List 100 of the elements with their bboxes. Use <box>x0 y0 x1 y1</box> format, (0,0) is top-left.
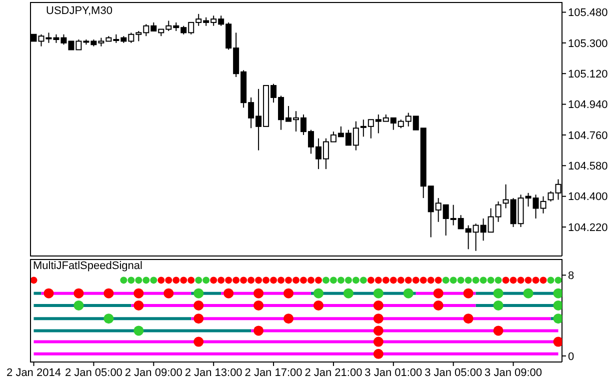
point <box>134 288 144 298</box>
point <box>553 300 562 310</box>
point <box>374 276 382 284</box>
point <box>494 276 502 284</box>
y-tick-label: 105.120 <box>568 68 608 80</box>
point <box>195 276 202 284</box>
point <box>373 336 384 347</box>
point <box>224 288 234 298</box>
point <box>120 276 128 284</box>
chart-title: MultiJFatlSpeedSignal <box>33 260 144 273</box>
point <box>210 276 218 284</box>
point <box>218 276 225 284</box>
point <box>480 276 487 284</box>
point <box>104 288 114 298</box>
point <box>352 276 360 284</box>
point <box>360 276 367 284</box>
point <box>254 288 264 298</box>
point <box>307 276 314 284</box>
point <box>202 276 210 284</box>
point <box>158 276 165 284</box>
point <box>284 314 294 324</box>
point <box>313 288 324 298</box>
point <box>284 288 294 298</box>
point <box>172 276 180 284</box>
chart-title: USDJPY,M30 <box>46 5 114 18</box>
point <box>404 276 412 284</box>
point <box>344 276 352 284</box>
point <box>104 314 114 324</box>
point <box>150 276 158 284</box>
y-tick-label: 0 <box>568 350 574 363</box>
point <box>433 300 444 310</box>
point <box>502 276 510 284</box>
point <box>194 300 204 310</box>
point <box>313 300 324 310</box>
point <box>135 276 142 284</box>
point <box>403 288 414 298</box>
point <box>248 276 255 284</box>
point <box>373 300 384 310</box>
point <box>510 276 517 284</box>
y-tick-label: 104.580 <box>568 160 608 173</box>
point <box>225 276 232 284</box>
point <box>427 276 434 284</box>
y-tick-label: 104.400 <box>568 191 608 204</box>
y-tick-label: 105.300 <box>568 38 608 50</box>
y-tick-label: 104.220 <box>568 222 608 234</box>
point <box>493 326 504 336</box>
point <box>194 314 204 324</box>
point <box>142 276 150 284</box>
point <box>553 336 562 347</box>
point <box>255 276 262 284</box>
point <box>390 276 397 284</box>
point <box>128 276 135 284</box>
point <box>463 314 474 324</box>
point <box>134 300 144 310</box>
point <box>373 348 384 359</box>
point <box>240 276 248 284</box>
point <box>524 276 532 284</box>
point <box>254 326 264 336</box>
point <box>553 288 562 298</box>
point <box>74 300 84 310</box>
x-tick-label: 3 Jan 09:00 <box>484 366 542 378</box>
point <box>188 276 195 284</box>
point <box>493 300 504 310</box>
x-tick-label: 2 Jan 05:00 <box>64 366 122 378</box>
point <box>457 276 464 284</box>
x-tick-label: 2 Jan 17:00 <box>244 366 302 378</box>
point <box>194 288 204 298</box>
point <box>164 288 174 298</box>
point <box>450 276 457 284</box>
point <box>330 276 337 284</box>
point <box>270 276 278 284</box>
point <box>373 314 384 324</box>
point <box>285 276 292 284</box>
point <box>442 276 450 284</box>
y-tick-label: 104.940 <box>568 99 608 112</box>
point <box>314 276 322 284</box>
point <box>553 314 562 324</box>
point <box>343 288 354 298</box>
point <box>337 276 344 284</box>
point <box>540 276 547 284</box>
point <box>373 326 384 336</box>
point <box>180 276 188 284</box>
x-tick-label: 2 Jan 13:00 <box>184 366 242 378</box>
x-tick-label: 3 Jan 01:00 <box>364 366 422 378</box>
point <box>382 276 390 284</box>
point <box>373 288 384 298</box>
point <box>554 276 562 284</box>
point <box>523 288 534 298</box>
point <box>262 276 270 284</box>
point <box>397 276 404 284</box>
point <box>433 288 444 298</box>
point <box>134 326 144 336</box>
point <box>367 276 374 284</box>
point <box>464 276 472 284</box>
point <box>493 288 504 298</box>
point <box>165 276 172 284</box>
point <box>292 276 300 284</box>
x-tick-label: 3 Jan 05:00 <box>424 366 482 378</box>
point <box>30 276 38 284</box>
point <box>420 276 427 284</box>
